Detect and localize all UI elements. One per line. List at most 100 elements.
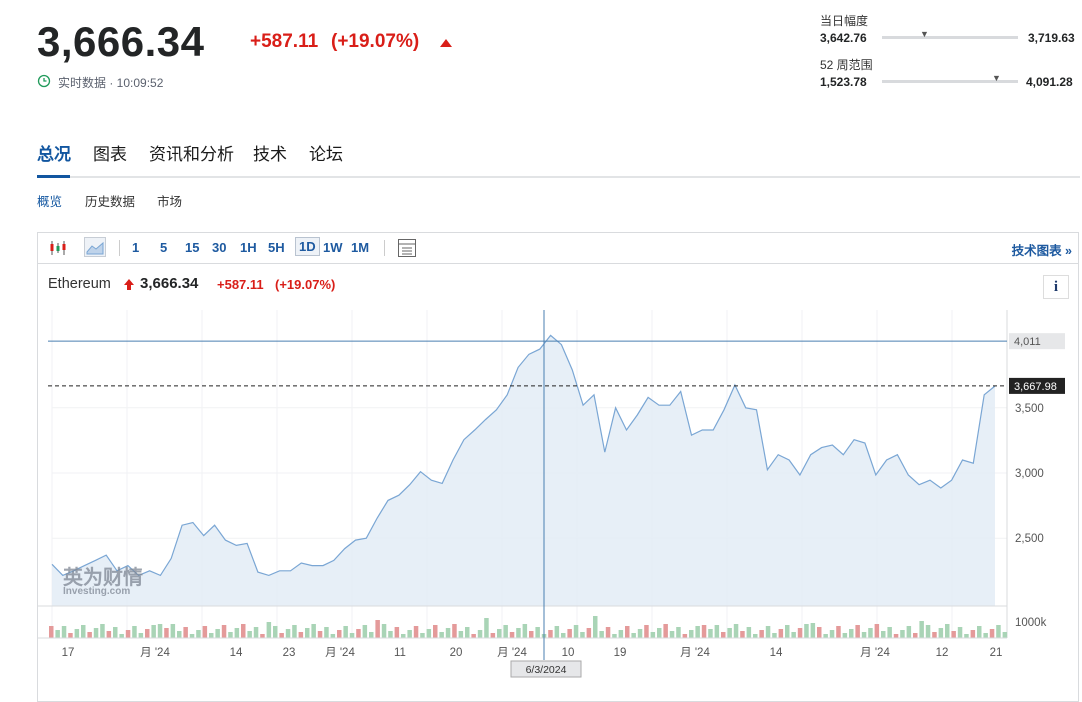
candle-icon[interactable] [48, 238, 68, 258]
volume-bar [298, 632, 304, 638]
volume-bar [509, 632, 515, 638]
reference-label-box [1009, 333, 1065, 350]
tech-chart-link[interactable]: 技术图表 » [1011, 244, 1072, 258]
volume-bar [925, 625, 931, 638]
interval[interactable]: 5H [268, 240, 285, 255]
reference-label: 3,667.98 [1014, 381, 1057, 393]
range-bar [882, 36, 1018, 39]
toolbar-rule [38, 263, 1079, 264]
interval[interactable]: 1D [295, 237, 320, 256]
volume-bar [260, 634, 265, 638]
range-low: 1,523.78 [820, 75, 867, 89]
volume-bar [554, 626, 560, 638]
x-tick-label: 月 '24 [325, 647, 355, 659]
range-high: 4,091.28 [1026, 75, 1073, 89]
range-label: 当日幅度 [820, 14, 869, 28]
volume-bar [55, 630, 60, 638]
volume-bar [151, 625, 156, 638]
interval[interactable]: 30 [212, 240, 227, 255]
volume-bar [279, 633, 284, 638]
volume-bar [375, 620, 380, 638]
up-arrow [124, 279, 134, 290]
volume-bar [599, 631, 604, 638]
volume-bar [529, 631, 534, 638]
volume-bar [957, 627, 963, 638]
interval[interactable]: 1H [240, 240, 257, 255]
x-tick-label: 14 [770, 647, 783, 659]
volume-bar [996, 625, 1001, 638]
volume-bar [561, 633, 566, 638]
x-tick-label: 14 [230, 647, 243, 659]
volume-bar [977, 626, 982, 638]
y-tick-label: 2,500 [1015, 533, 1044, 545]
table-icon[interactable] [397, 238, 417, 258]
volume-bar [74, 629, 80, 638]
crosshair-label: 6/3/2024 [526, 664, 567, 676]
interval[interactable]: 1M [351, 240, 370, 255]
volume-bar [849, 629, 854, 638]
x-tick-label: 12 [936, 647, 949, 659]
subtab[interactable]: 市场 [157, 195, 183, 209]
volume-bar [349, 633, 355, 638]
volume-bar [273, 626, 278, 638]
chart-change: +587.11 [217, 277, 264, 292]
volume-bar [413, 626, 419, 638]
crosshair-label-box [510, 660, 582, 678]
volume-bar [113, 627, 118, 638]
volume-bar [983, 633, 988, 638]
tab[interactable]: 总况 [37, 145, 71, 164]
volume-bar [900, 630, 905, 638]
interval[interactable]: 1W [323, 240, 343, 255]
volume-bar [791, 632, 796, 638]
x-tick-label: 月 '24 [860, 647, 890, 659]
volume-bar [740, 631, 745, 638]
volume-bar [221, 625, 227, 638]
volume-bar [401, 634, 406, 638]
volume-bar [842, 633, 848, 638]
interval[interactable]: 1 [132, 240, 140, 255]
watermark: 英为财情 [63, 565, 143, 589]
volume-bar [785, 625, 790, 638]
volume-bar [426, 629, 432, 638]
area-icon[interactable] [84, 237, 106, 257]
subtab[interactable]: 概览 [37, 195, 63, 209]
volume-bar [1002, 632, 1008, 638]
volume-bar [836, 626, 841, 638]
volume-bar [234, 628, 240, 638]
x-tick-label: 11 [394, 647, 406, 659]
interval[interactable]: 5 [160, 240, 168, 255]
chart-title: Ethereum [48, 276, 111, 292]
tab[interactable]: 图表 [93, 145, 127, 164]
tab[interactable]: 资讯和分析 [149, 145, 234, 164]
volume-bar [490, 633, 496, 638]
volume-bar [228, 632, 233, 638]
volume-bar [938, 628, 944, 638]
volume-bar [253, 627, 259, 638]
volume-bar [439, 632, 444, 638]
x-tick-label: 10 [562, 647, 575, 659]
volume-bar [164, 628, 169, 638]
volume-bar [644, 625, 649, 638]
subtab[interactable]: 历史数据 [85, 195, 136, 209]
volume-bar [676, 627, 681, 638]
volume-bar [682, 634, 688, 638]
volume-bar [881, 631, 886, 638]
chart-price: 3,666.34 [140, 275, 199, 292]
volume-bar [625, 626, 630, 638]
x-tick-label: 19 [614, 647, 627, 659]
tab[interactable]: 技术 [253, 145, 287, 164]
interval[interactable]: 15 [185, 240, 200, 255]
volume-bar [945, 624, 950, 638]
volume-bar [189, 634, 195, 638]
volume-bar [356, 629, 361, 638]
volume-bar [324, 627, 329, 638]
volume-bar [765, 626, 771, 638]
info-button[interactable]: i [1043, 275, 1069, 299]
volume-bar [817, 627, 822, 638]
tab[interactable]: 论坛 [309, 145, 343, 164]
volume-bar [701, 625, 707, 638]
range-label: 52 周范围 [820, 58, 873, 72]
area-fill [52, 335, 995, 606]
volume-bar [580, 632, 585, 638]
volume-bar [759, 630, 764, 638]
